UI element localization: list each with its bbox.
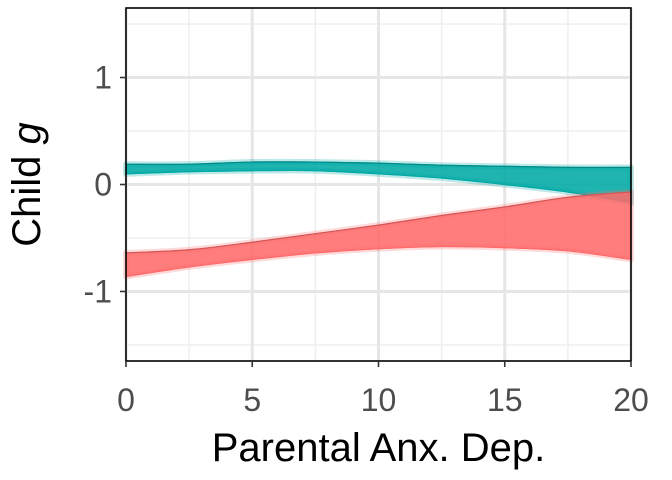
series-upper-edge (125, 191, 632, 254)
series-lower-edge (125, 245, 632, 278)
y-axis-title-prefix: Child (5, 144, 49, 246)
series-layer (123, 158, 634, 280)
y-tick-label: 1 (94, 60, 112, 96)
series-upper-edge (125, 161, 632, 169)
y-tick-label: -1 (84, 273, 112, 309)
x-axis-title: Parental Anx. Dep. (212, 426, 546, 470)
y-axis-title: Child g (5, 122, 49, 247)
x-tick-label: 0 (117, 382, 135, 418)
x-tick-label: 15 (487, 382, 523, 418)
x-tick-label: 10 (361, 382, 397, 418)
series-lower-edge (125, 169, 632, 204)
tick-layer: 0 5 10 15 20 -1 0 1 (84, 60, 649, 418)
x-tick-label: 5 (243, 382, 261, 418)
x-tick-label: 20 (613, 382, 649, 418)
y-tick-label: 0 (94, 167, 112, 203)
y-axis-title-variable: g (5, 122, 49, 144)
